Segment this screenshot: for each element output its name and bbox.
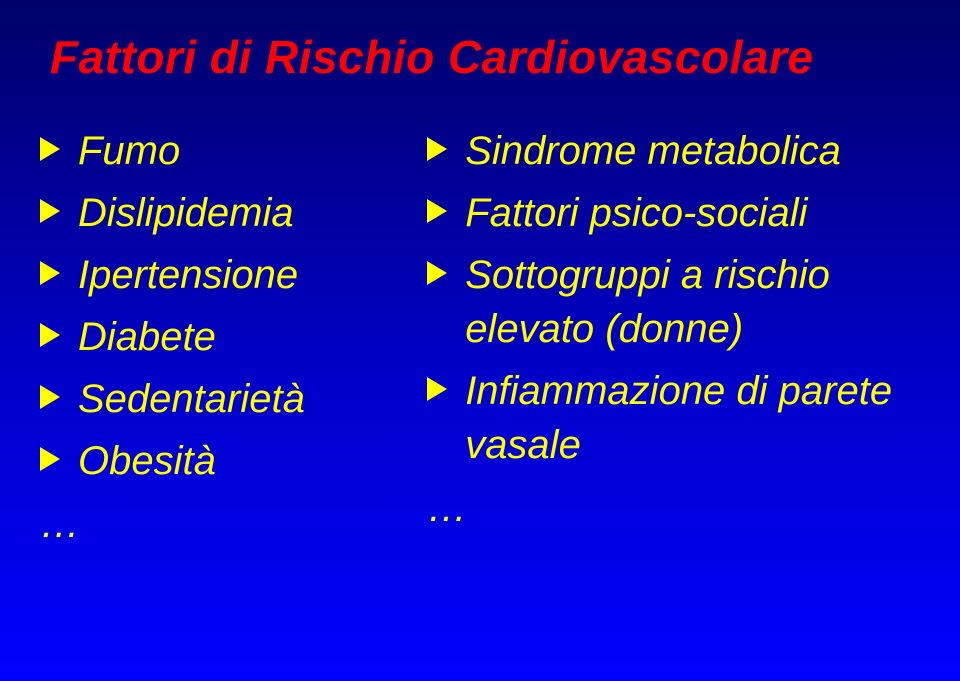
list-item: Fumo — [40, 124, 427, 178]
slide: Fattori di Rischio Cardiovascolare Fumo … — [0, 0, 960, 681]
list-item-label: Fattori psico-sociali — [465, 191, 807, 235]
bullet-arrow-icon — [427, 261, 447, 285]
bullet-arrow-icon — [427, 137, 447, 161]
list-item: Sottogruppi a rischio elevato (donne) — [427, 248, 920, 356]
bullet-arrow-icon — [40, 137, 60, 161]
list-item-label: Sedentarietà — [78, 377, 305, 421]
list-item-label: Diabete — [78, 315, 216, 359]
list-item-label: Fumo — [78, 129, 180, 173]
list-item-label: Infiammazione di parete vasale — [465, 364, 920, 472]
list-item-label: Dislipidemia — [78, 191, 294, 235]
list-item: Obesità — [40, 434, 427, 488]
list-item-label: Sindrome metabolica — [465, 129, 841, 173]
left-column: Fumo Dislipidemia Ipertensione Diabete S… — [40, 124, 427, 547]
bullet-arrow-icon — [40, 323, 60, 347]
list-item: Dislipidemia — [40, 186, 427, 240]
list-item-label: Ipertensione — [78, 253, 298, 297]
list-item-label: Sottogruppi a rischio elevato (donne) — [465, 248, 920, 356]
left-list: Fumo Dislipidemia Ipertensione Diabete S… — [40, 124, 427, 488]
list-item-label: Obesità — [78, 439, 216, 483]
bullet-arrow-icon — [40, 261, 60, 285]
bullet-arrow-icon — [427, 199, 447, 223]
bullet-arrow-icon — [40, 447, 60, 471]
right-column: Sindrome metabolica Fattori psico-social… — [427, 124, 920, 547]
list-item: Infiammazione di parete vasale — [427, 364, 920, 472]
right-list: Sindrome metabolica Fattori psico-social… — [427, 124, 920, 472]
list-item: Sedentarietà — [40, 372, 427, 426]
slide-title: Fattori di Rischio Cardiovascolare — [50, 30, 920, 84]
list-item: Fattori psico-sociali — [427, 186, 920, 240]
columns: Fumo Dislipidemia Ipertensione Diabete S… — [40, 124, 920, 547]
right-ellipsis: … — [427, 486, 920, 531]
list-item: Diabete — [40, 310, 427, 364]
list-item: Sindrome metabolica — [427, 124, 920, 178]
bullet-arrow-icon — [40, 199, 60, 223]
bullet-arrow-icon — [40, 385, 60, 409]
list-item: Ipertensione — [40, 248, 427, 302]
bullet-arrow-icon — [427, 377, 447, 401]
left-ellipsis: … — [40, 502, 427, 547]
